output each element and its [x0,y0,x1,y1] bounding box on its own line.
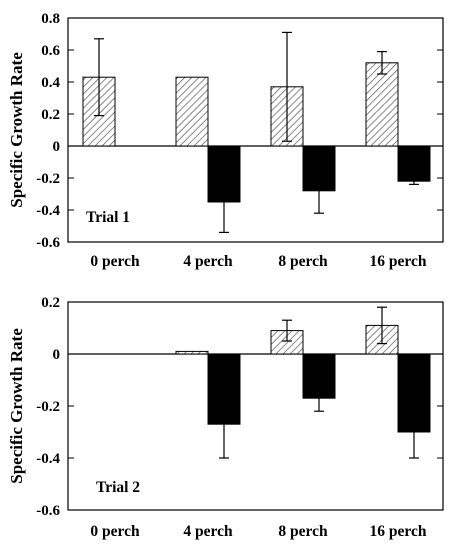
y-tick-label: -0.4 [36,451,60,467]
black-bar [397,145,431,182]
chart-trial-2: -0.6 -0.4 -0.2 0 0.2 Specific Growth Rate 0 pe… [7,295,444,540]
y-tick-label: -0.6 [36,235,60,251]
x-tick-label: 4 perch [183,523,233,540]
trial-label: Trial 2 [96,479,140,496]
y-tick-label: 0.8 [41,11,60,27]
y-axis-title: Specific Growth Rate [7,52,26,208]
x-tick-label: 16 perch [370,523,427,540]
y-axis-title: Specific Growth Rate [7,328,26,484]
x-tick-label: 16 perch [370,253,427,270]
y-tick-label: 0.2 [41,295,60,311]
chart-trial-1: -0.6 -0.4 -0.2 0 0.2 0.4 0.6 0.8 Specific Growth… [7,11,444,270]
x-tick-label: 8 perch [278,523,328,540]
x-tick-label: 4 perch [183,253,233,270]
y-tick-label: 0.4 [41,75,60,91]
x-tick-label: 0 perch [90,523,140,540]
y-tick-label: 0.6 [41,43,60,59]
y-tick-label: 0 [53,347,61,363]
plot-frame [67,17,444,243]
hatched-bar [365,62,399,147]
y-tick-label: 0.2 [41,107,60,123]
hatched-bar [175,350,209,355]
y-tick-label: -0.4 [36,203,60,219]
hatched-bar [175,76,209,147]
x-tick-label: 0 perch [90,253,140,270]
y-tick-label: 0 [53,139,61,155]
x-tick-label: 8 perch [278,253,328,270]
y-tick-label: -0.2 [36,171,60,187]
y-tick-label: -0.2 [36,399,60,415]
y-tick-label: -0.6 [36,503,60,519]
trial-label: Trial 1 [86,209,130,226]
